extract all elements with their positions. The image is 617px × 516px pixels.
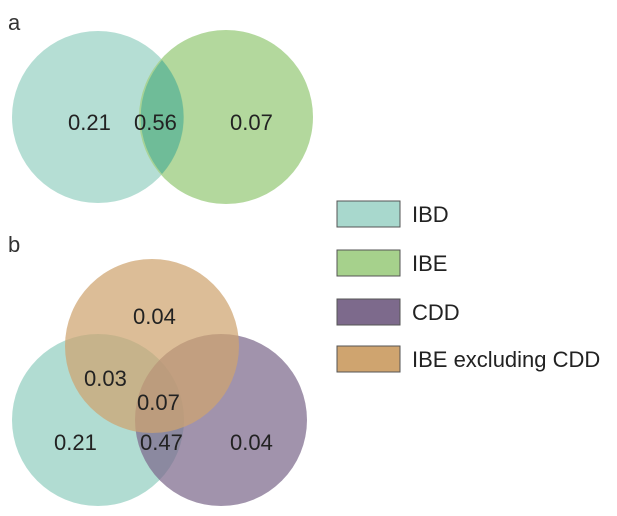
legend-label-ibd: IBD <box>412 202 449 227</box>
panel-b-right-only-value: 0.04 <box>230 430 273 455</box>
legend-label-cdd: CDD <box>412 300 460 325</box>
panel-a-ibe-circle <box>139 30 313 204</box>
legend: IBD IBE CDD IBE excluding CDD <box>336 200 600 373</box>
legend-swatch-ibe <box>336 249 401 277</box>
panel-b-left-right-value: 0.47 <box>140 430 183 455</box>
legend-item-ibd: IBD <box>336 200 449 228</box>
legend-item-ibe: IBE <box>336 249 447 277</box>
panel-a-ibd-only-value: 0.21 <box>68 110 111 135</box>
legend-item-ibe-excluding-cdd: IBE excluding CDD <box>336 345 600 373</box>
panel-b-center-value: 0.07 <box>137 390 180 415</box>
panel-a-ibe-only-value: 0.07 <box>230 110 273 135</box>
panel-a-overlap-region <box>140 60 184 174</box>
legend-item-cdd: CDD <box>336 298 460 326</box>
panel-b-top-only-value: 0.04 <box>133 304 176 329</box>
panel-b-left-only-value: 0.21 <box>54 430 97 455</box>
panel-b-label: b <box>8 232 20 257</box>
panel-b-venn: 0.04 0.03 0.07 0.21 0.47 0.04 <box>12 259 307 506</box>
legend-swatch-cdd <box>336 298 401 326</box>
legend-swatch-ibd <box>336 200 401 228</box>
panel-b-ibe-excl-cdd-circle <box>65 259 239 433</box>
panel-a-venn: 0.21 0.56 0.07 <box>12 30 313 204</box>
panel-a-label: a <box>8 10 21 35</box>
panel-b-top-left-value: 0.03 <box>84 366 127 391</box>
legend-label-ibe-excluding-cdd: IBE excluding CDD <box>412 347 600 372</box>
legend-label-ibe: IBE <box>412 251 447 276</box>
legend-swatch-ibe-excluding-cdd <box>336 345 401 373</box>
panel-a-overlap-value: 0.56 <box>134 110 177 135</box>
panel-a-ibd-circle <box>12 31 184 203</box>
